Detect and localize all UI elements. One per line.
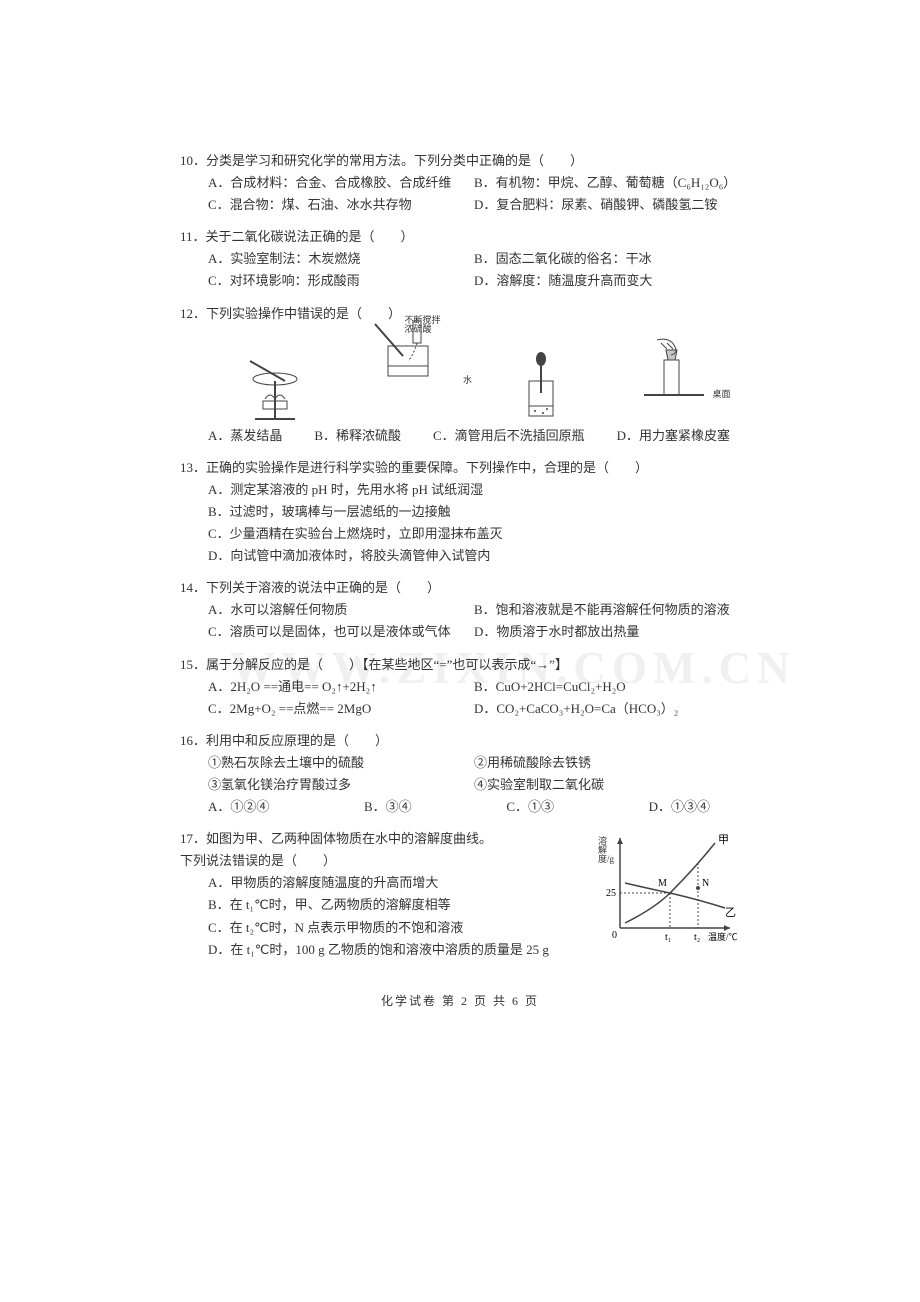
q10-num: 10．	[180, 153, 206, 168]
q16-opt-d: D．①③④	[649, 796, 710, 818]
fig-b-dilute-acid: 不断搅拌 浓硫酸 水	[353, 316, 463, 421]
q13-opt-d: D．向试管中滴加液体时，将胶头滴管伸入试管内	[208, 545, 740, 567]
graph-series2: 乙	[725, 906, 736, 919]
q10-opt-a: A．合成材料：合金、合成橡胶、合成纤维	[208, 172, 474, 194]
q11-opt-d: D．溶解度：随温度升高而变大	[474, 270, 740, 292]
q11-stem: 关于二氧化碳说法正确的是（ ）	[206, 229, 414, 244]
q16-stem: 利用中和反应原理的是（ ）	[206, 733, 388, 748]
graph-pt-m: M	[658, 878, 667, 889]
page-footer: 化学试卷 第 2 页 共 6 页	[180, 991, 740, 1011]
graph-xtick1: t₁	[665, 932, 671, 943]
q16-opt-b: B．③④	[364, 796, 412, 818]
q15-num: 15．	[180, 657, 206, 672]
q12-num: 12．	[180, 306, 206, 321]
q16-num: 16．	[180, 733, 206, 748]
q14-num: 14．	[180, 580, 206, 595]
question-11: 11．关于二氧化碳说法正确的是（ ） A．实验室制法：木炭燃烧 B．固态二氧化碳…	[180, 226, 740, 292]
question-12: 12．下列实验操作中错误的是（ ）	[180, 303, 740, 447]
q12-opt-a: A．蒸发结晶	[208, 425, 282, 447]
q16-item-1: ①熟石灰除去土壤中的硫酸	[208, 752, 474, 774]
q13-opt-a: A．测定某溶液的 pH 时，先用水将 pH 试纸润湿	[208, 479, 740, 501]
q16-item-3: ③氢氧化镁治疗胃酸过多	[208, 774, 474, 796]
q15-opt-d: D．CO₂+CaCO₃+H₂O=Ca（HCO₃）₂	[474, 698, 740, 720]
q16-opt-a: A．①②④	[208, 796, 269, 818]
question-13: 13．正确的实验操作是进行科学实验的重要保障。下列操作中，合理的是（ ） A．测…	[180, 457, 740, 567]
exam-content: 10．分类是学习和研究化学的常用方法。下列分类中正确的是（ ） A．合成材料：合…	[180, 150, 740, 1011]
q15-opt-a: A．2H₂O ==通电== O₂↑+2H₂↑	[208, 676, 474, 698]
q16-opt-c: C．①③	[506, 796, 554, 818]
q16-item-2: ②用稀硫酸除去铁锈	[474, 752, 740, 774]
q14-opt-a: A．水可以溶解任何物质	[208, 599, 474, 621]
q11-opt-a: A．实验室制法：木炭燃烧	[208, 248, 474, 270]
q14-opt-b: B．饱和溶液就是不能再溶解任何物质的溶液	[474, 599, 740, 621]
question-15: 15．属于分解反应的是（ ）【在某些地区“=”也可以表示成“→”】 A．2H₂O…	[180, 654, 740, 720]
graph-xtick2: t₂	[694, 932, 700, 943]
q13-num: 13．	[180, 460, 206, 475]
q10-opt-c: C．混合物：煤、石油、冰水共存物	[208, 194, 474, 216]
q16-item-4: ④实验室制取二氧化碳	[474, 774, 740, 796]
q15-stem: 属于分解反应的是（ ）【在某些地区“=”也可以表示成“→”】	[206, 657, 568, 672]
graph-xlabel: 温度/℃	[708, 931, 738, 942]
question-14: 14．下列关于溶液的说法中正确的是（ ） A．水可以溶解任何物质 B．饱和溶液就…	[180, 577, 740, 643]
q13-opt-b: B．过滤时，玻璃棒与一层滤纸的一边接触	[208, 501, 740, 523]
q10-opt-d: D．复合肥料：尿素、硝酸钾、磷酸氢二铵	[474, 194, 740, 216]
q11-opt-c: C．对环境影响：形成酸雨	[208, 270, 474, 292]
fig-d-label: 桌面	[667, 387, 777, 402]
q14-opt-d: D．物质溶于水时都放出热量	[474, 621, 740, 643]
graph-ytick: 25	[606, 888, 616, 899]
q15-opt-c: C．2Mg+O₂ ==点燃== 2MgO	[208, 698, 474, 720]
q10-stem: 分类是学习和研究化学的常用方法。下列分类中正确的是（ ）	[206, 153, 583, 168]
q11-num: 11．	[180, 229, 206, 244]
q13-stem: 正确的实验操作是进行科学实验的重要保障。下列操作中，合理的是（ ）	[206, 460, 648, 475]
q14-stem: 下列关于溶液的说法中正确的是（ ）	[206, 580, 440, 595]
graph-series1: 甲	[718, 834, 729, 846]
q13-opt-c: C．少量酒精在实验台上燃烧时，立即用湿抹布盖灭	[208, 523, 740, 545]
fig-d-stopper: 桌面	[619, 335, 729, 420]
q17-num: 17．	[180, 831, 206, 846]
graph-origin: 0	[612, 930, 617, 941]
solubility-graph: M N 甲 乙 25 0 t₁ t₂ 温度/℃ 溶解度/g	[600, 828, 740, 948]
graph-pt-n: N	[702, 878, 709, 889]
question-16: 16．利用中和反应原理的是（ ） ①熟石灰除去土壤中的硫酸 ②用稀硫酸除去铁锈 …	[180, 730, 740, 818]
question-10: 10．分类是学习和研究化学的常用方法。下列分类中正确的是（ ） A．合成材料：合…	[180, 150, 740, 216]
fig-b-label3: 水	[413, 373, 523, 388]
q10-opt-b: B．有机物：甲烷、乙醇、葡萄糖（C₆H₁₂O₆）	[474, 172, 740, 194]
question-17: M N 甲 乙 25 0 t₁ t₂ 温度/℃ 溶解度/g 17．如图为甲、乙两…	[180, 828, 740, 961]
q17-stem: 如图为甲、乙两种固体物质在水中的溶解度曲线。	[206, 831, 492, 846]
fig-a-evaporation	[220, 351, 330, 421]
graph-ylabel: 溶解度/g	[598, 837, 612, 864]
q15-opt-b: B．CuO+2HCl=CuCl₂+H₂O	[474, 676, 740, 698]
q11-opt-b: B．固态二氧化碳的俗名：干冰	[474, 248, 740, 270]
q12-opt-c: C．滴管用后不洗插回原瓶	[433, 425, 585, 447]
q12-opt-b: B．稀释浓硫酸	[314, 425, 401, 447]
fig-b-label2: 浓硫酸	[405, 325, 445, 335]
q12-opt-d: D．用力塞紧橡皮塞	[617, 425, 730, 447]
q14-opt-c: C．溶质可以是固体，也可以是液体或气体	[208, 621, 474, 643]
